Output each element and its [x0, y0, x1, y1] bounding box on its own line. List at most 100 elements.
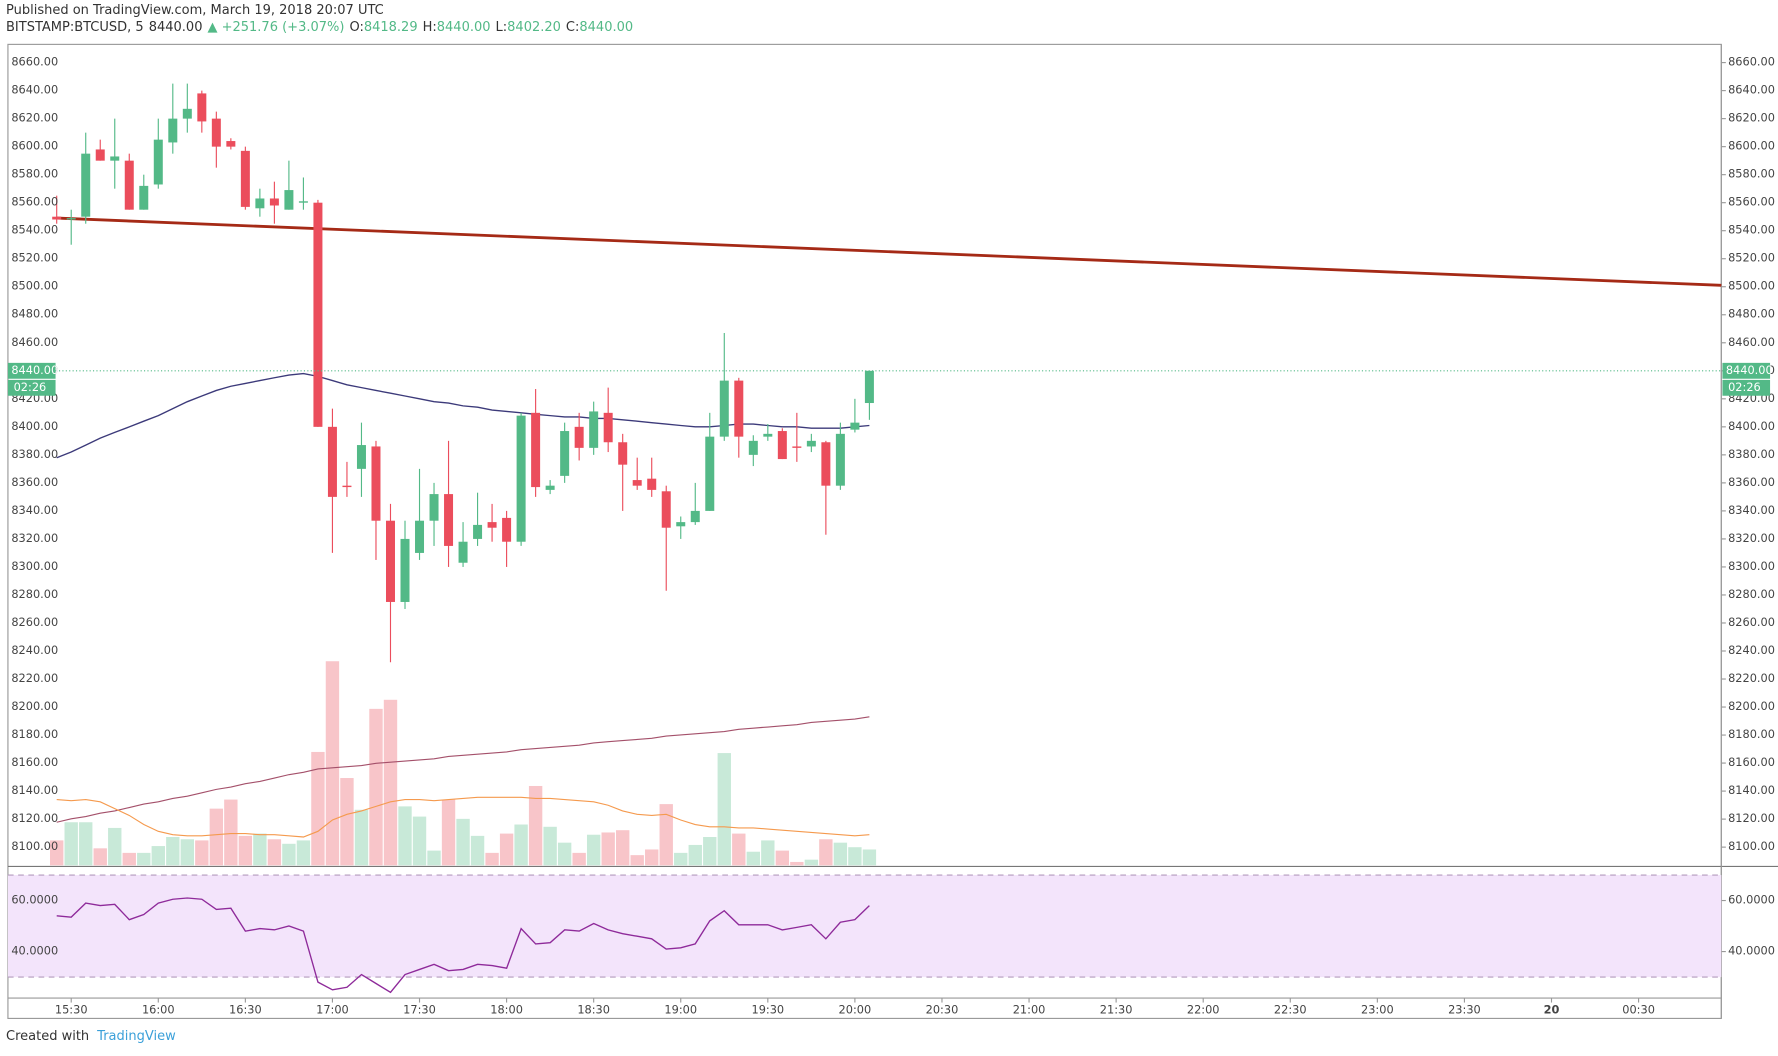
y-tick-label: 8260.00 [1728, 615, 1775, 629]
candle-body [342, 485, 352, 488]
x-tick-label: 00:30 [1622, 1002, 1655, 1016]
countdown-tag [1722, 379, 1771, 396]
y-tick-label-left: 8400.00 [11, 419, 58, 433]
rsi-line [56, 897, 870, 994]
volume-bar [862, 849, 877, 866]
volume-bar [499, 833, 514, 866]
rsi-tick-label-left: 40.0000 [11, 944, 58, 958]
ohlc-label: L: [495, 20, 508, 35]
volume-bar [427, 850, 441, 866]
volume-bar [703, 836, 717, 866]
volume-bar [441, 799, 456, 866]
y-tick-label: 8500.00 [1728, 279, 1775, 293]
volume-bar [586, 834, 601, 866]
y-tick-label-left: 8220.00 [11, 671, 58, 685]
volume-bar [514, 824, 528, 866]
volume-bar [383, 699, 398, 866]
candle-body [806, 440, 816, 447]
y-tick-label-left: 8480.00 [11, 307, 58, 321]
y-tick-label-left: 8320.00 [11, 531, 58, 545]
volume-bar [267, 839, 282, 866]
candle-body [473, 524, 483, 539]
x-tick-label: 22:00 [1187, 1002, 1220, 1016]
volume-bar [819, 839, 833, 866]
y-tick-label-left: 8160.00 [11, 755, 58, 769]
y-tick-label: 8400.00 [1728, 419, 1775, 433]
candle-body [385, 520, 395, 602]
candle-body [168, 118, 178, 143]
volume-bar [50, 840, 64, 866]
candle-body [110, 156, 120, 161]
candle-body [356, 445, 366, 469]
candle-body [66, 218, 76, 220]
volume-bar [630, 855, 644, 866]
candle-body [487, 522, 497, 528]
plot-layer: 8100.00 8100.00 8120.00 8120.00 8140.00 8140.… [7, 55, 1775, 1016]
last-price-label: 8440.00 [1726, 363, 1773, 377]
x-tick-label: 23:30 [1448, 1002, 1481, 1016]
candle-body [211, 118, 221, 147]
trendline [56, 216, 1722, 287]
candle-body [458, 541, 468, 563]
candle-body [81, 153, 91, 217]
candle-body [52, 216, 62, 220]
x-tick-label: 15:30 [55, 1002, 88, 1016]
ohlc-value: 8418.29 [363, 20, 418, 35]
volume-bar [572, 852, 586, 866]
y-tick-label: 8660.00 [1728, 55, 1775, 69]
ohlc: O:8418.29 H:8440.00 L:8402.20 C:8440.00 [349, 20, 638, 35]
candle-body [545, 485, 555, 490]
volume-bar [659, 804, 673, 866]
candle-body [516, 415, 526, 542]
volume-bar [674, 852, 688, 866]
y-tick-label: 8480.00 [1728, 307, 1775, 321]
rsi-band [7, 875, 1722, 978]
candle-body [647, 478, 657, 490]
volume-bar [79, 822, 93, 866]
candle-body [502, 517, 512, 542]
volume-bar [93, 848, 107, 866]
y-tick-label: 8160.00 [1728, 755, 1775, 769]
x-tick-label: 21:00 [1013, 1002, 1046, 1016]
candle-body [618, 442, 628, 465]
x-tick-label: 21:30 [1100, 1002, 1133, 1016]
x-tick-label: 19:30 [751, 1002, 784, 1016]
volume-ma [56, 796, 870, 838]
candle-body [661, 491, 671, 528]
volume-bar [108, 827, 122, 866]
volume-bar [137, 852, 151, 866]
ohlc-label: O: [349, 20, 364, 35]
y-tick-label: 8580.00 [1728, 167, 1775, 181]
x-tick-label: 20:30 [926, 1002, 959, 1016]
candle-body [197, 93, 207, 122]
footer: Created with TradingView [6, 1029, 176, 1044]
x-tick-label: 17:30 [403, 1002, 436, 1016]
volume-bar [456, 818, 470, 866]
countdown-tag [7, 379, 56, 396]
y-tick-label: 8460.00 [1728, 335, 1775, 349]
candle-body [792, 446, 802, 448]
candle-body [676, 522, 686, 527]
candle-body [734, 380, 744, 437]
volume-bar [64, 822, 78, 866]
volume-bar [151, 846, 165, 866]
candle-body [313, 202, 323, 427]
x-tick-label: 20:00 [839, 1002, 872, 1016]
y-tick-label-left: 8300.00 [11, 559, 58, 573]
volume-bar [761, 840, 775, 866]
candle-body [719, 380, 729, 437]
y-tick-label: 8380.00 [1728, 447, 1775, 461]
candle-body [269, 198, 279, 206]
y-tick-label: 8540.00 [1728, 223, 1775, 237]
y-tick-label: 8620.00 [1728, 111, 1775, 125]
volume-bar [775, 850, 790, 866]
candle-body [371, 446, 381, 521]
volume-bar [412, 816, 427, 866]
candle-body [327, 426, 337, 497]
candle-body [124, 160, 134, 210]
volume-bar [282, 843, 296, 866]
candle-body [603, 412, 613, 443]
volume-bar [209, 808, 224, 866]
volume-bar [122, 852, 136, 866]
